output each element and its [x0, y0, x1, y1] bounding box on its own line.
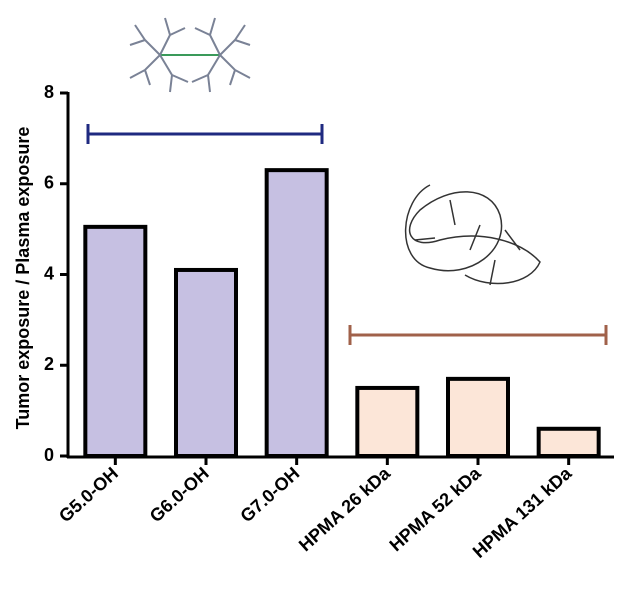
y-tick-label: 4 [44, 263, 54, 283]
dendrimer-icon [129, 17, 251, 93]
y-tick-label: 6 [44, 173, 54, 193]
x-tick-label: G6.0-OH [146, 463, 213, 526]
y-tick-label: 0 [44, 445, 54, 465]
x-tick-label: G7.0-OH [236, 463, 303, 526]
x-tick-label: HPMA 52 kDa [386, 462, 486, 555]
bar [174, 267, 238, 458]
bar [83, 224, 148, 458]
y-axis-label: Tumor exposure / Plasma exposure [13, 127, 33, 430]
dendrimer-bracket [86, 124, 324, 144]
x-tick-label: G5.0-OH [55, 463, 122, 526]
x-tick-label: HPMA 26 kDa [295, 462, 395, 555]
bar [446, 376, 510, 458]
hpma-icon [404, 184, 541, 286]
y-tick-label: 8 [44, 82, 54, 102]
bar [264, 168, 329, 458]
bar [355, 385, 420, 458]
hpma-bracket [348, 325, 608, 345]
x-tick-label: HPMA 131 kDa [469, 462, 576, 561]
y-tick-label: 2 [44, 354, 54, 374]
bar [536, 426, 601, 458]
